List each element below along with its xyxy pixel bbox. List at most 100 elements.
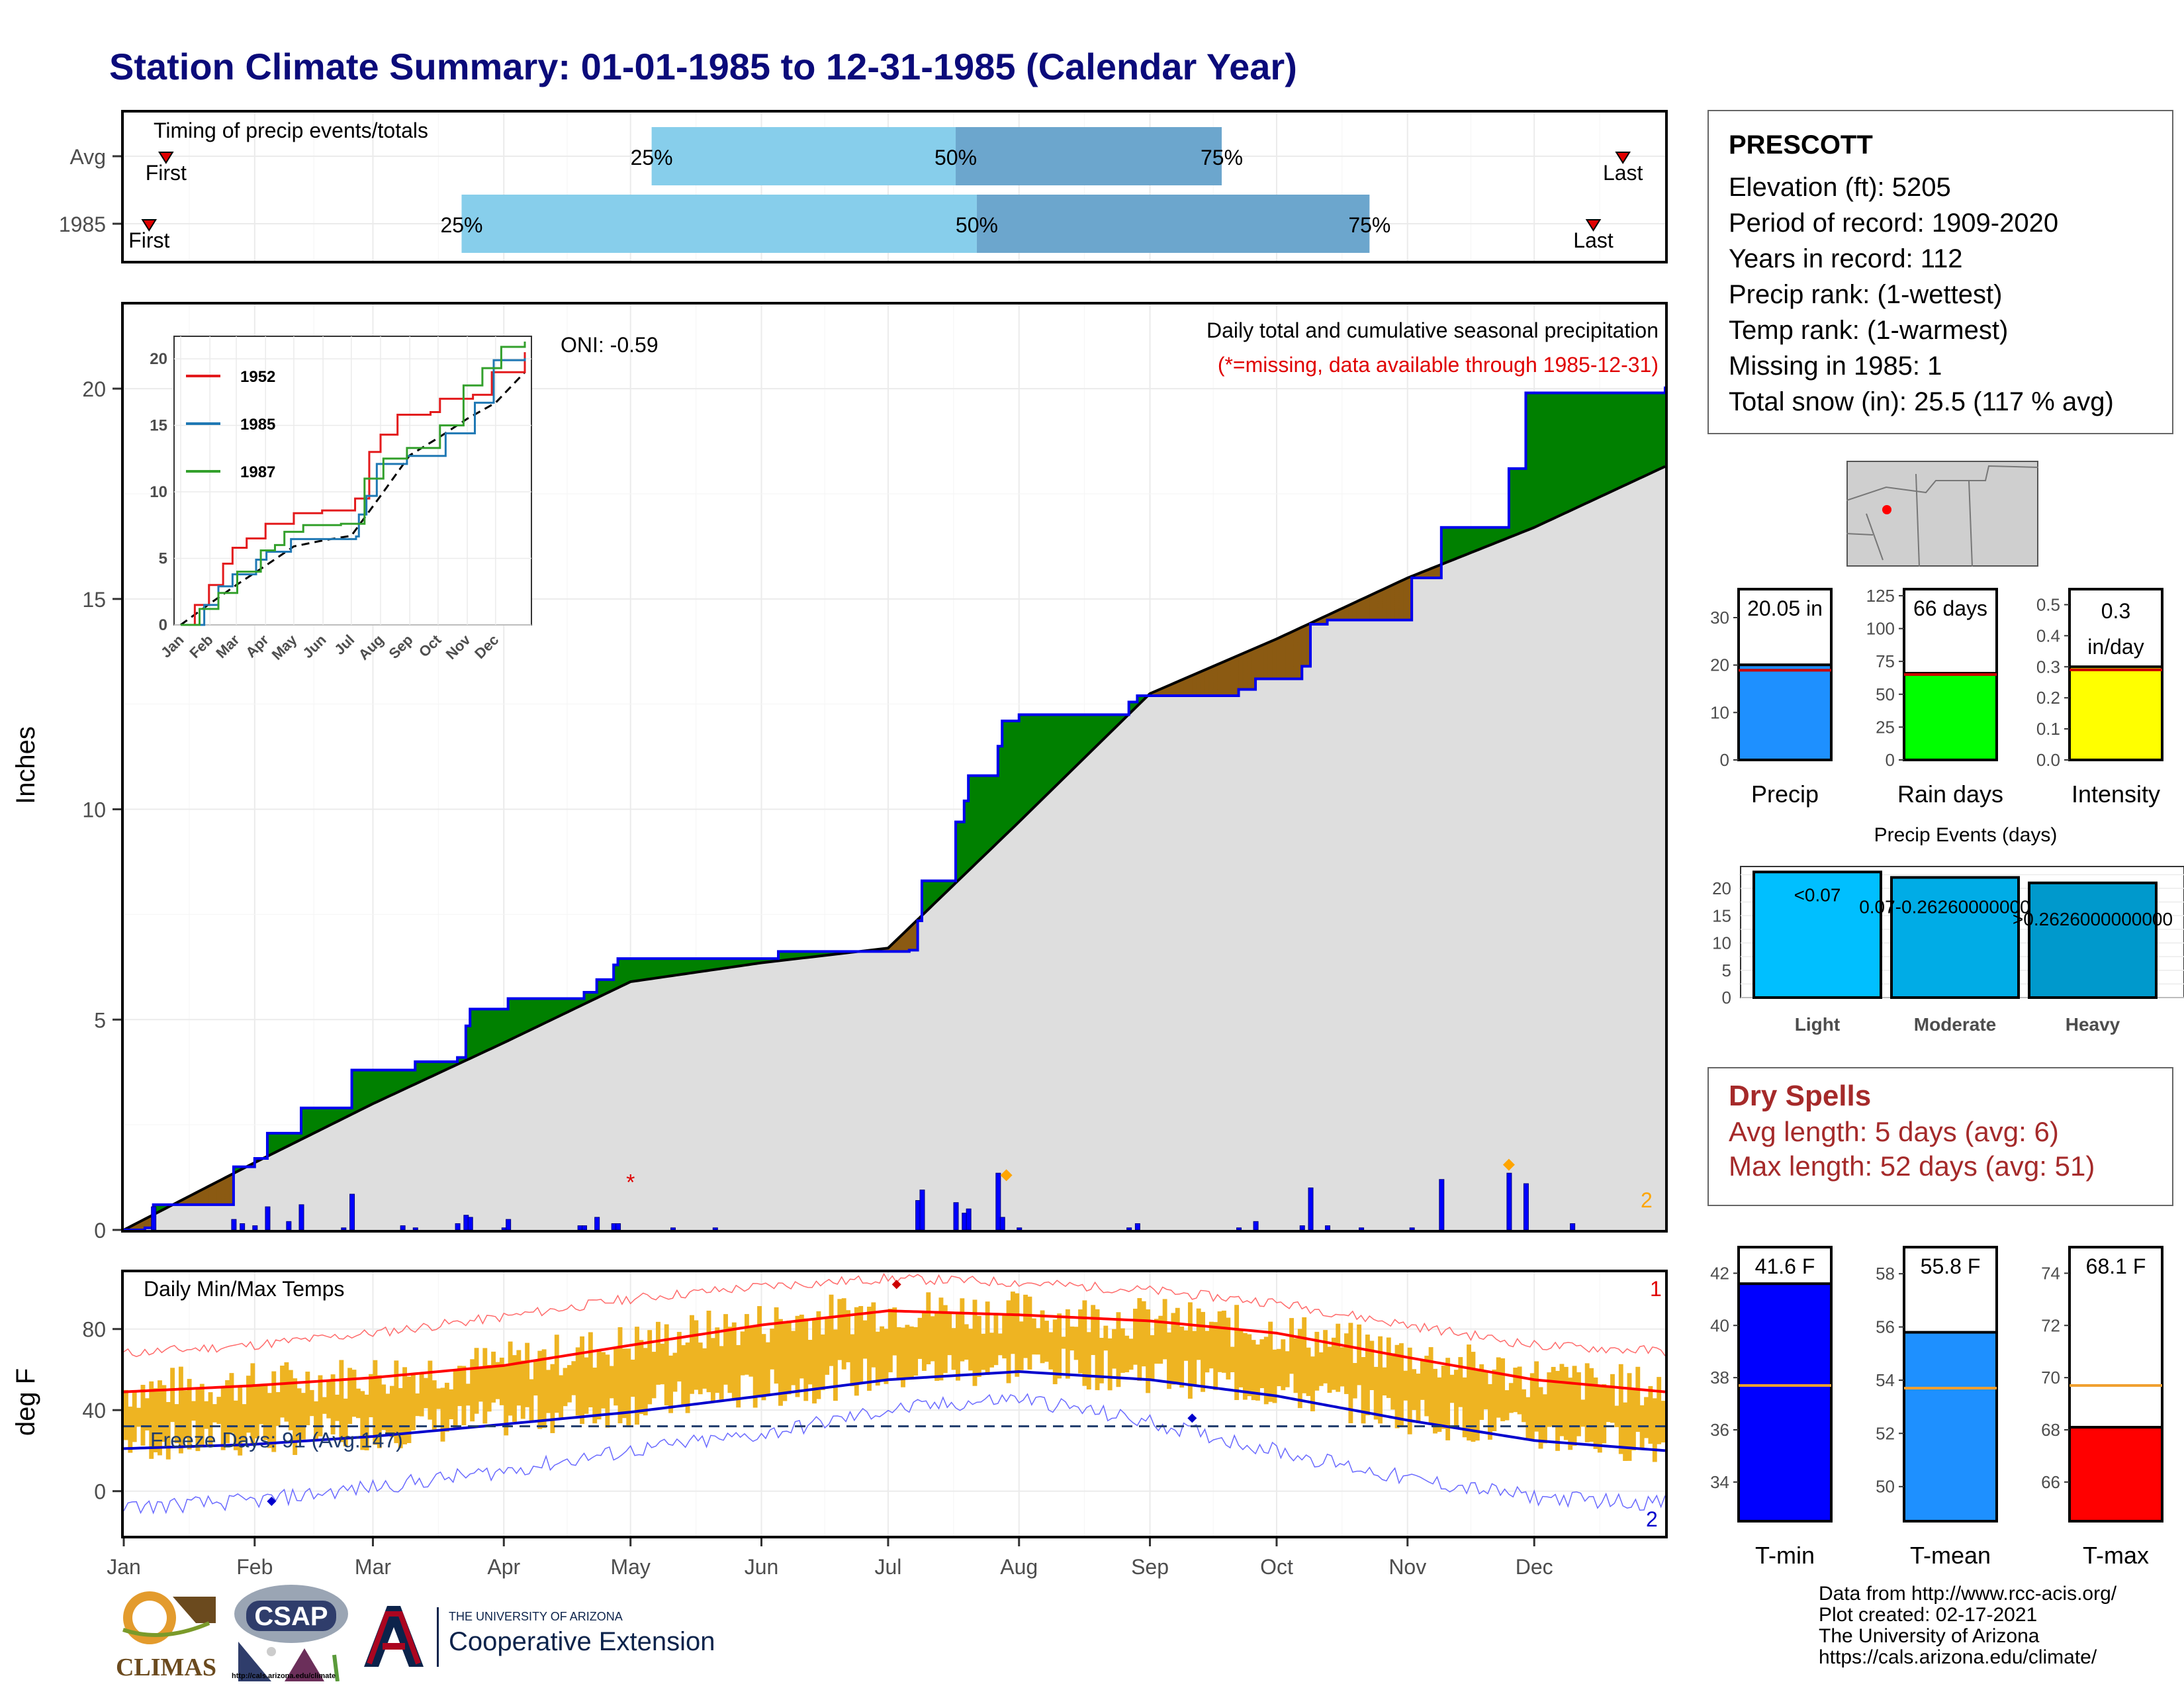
daily-temp-bar — [1589, 1368, 1594, 1442]
inset-month-label: Dec — [471, 632, 502, 662]
precip-events-tick-label: 5 — [1722, 961, 1731, 980]
last-event-marker — [1585, 219, 1602, 232]
daily-temp-bar — [1230, 1346, 1235, 1372]
mini-bar-tick-label: 0.4 — [2036, 626, 2060, 645]
daily-temp-bar — [347, 1368, 353, 1425]
daily-temp-bar — [930, 1316, 935, 1362]
precip-events-chart: Precip Events (days) <0.07 Light 0.07-0.262… — [1712, 824, 2184, 1035]
daily-temp-bar — [694, 1320, 699, 1390]
daily-temp-bar — [1559, 1364, 1565, 1436]
month-label: Dec — [1516, 1555, 1553, 1579]
timing-q25-label: 25% — [631, 146, 673, 169]
daily-temp-bar — [1373, 1366, 1379, 1420]
mini-bar-tick-label: 0.1 — [2036, 719, 2060, 739]
daily-temp-bar — [639, 1340, 644, 1415]
first-event-marker — [141, 219, 158, 232]
daily-precip-bar — [1439, 1179, 1445, 1230]
daily-temp-bar — [989, 1333, 994, 1368]
mini-bar-tick-label: 100 — [1866, 619, 1895, 639]
daily-temp-bar — [1471, 1352, 1476, 1442]
daily-temp-bar — [795, 1315, 800, 1397]
daily-temp-bar — [355, 1388, 361, 1419]
mini-bar — [1903, 1331, 1998, 1523]
daily-precip-bar — [252, 1225, 258, 1230]
daily-temp-bar — [1467, 1344, 1471, 1441]
daily-temp-bar — [1496, 1357, 1501, 1418]
daily-temp-bar — [1082, 1300, 1087, 1386]
daily-temp-bar — [1146, 1309, 1151, 1393]
daily-temp-bar — [905, 1325, 910, 1380]
freeze-days-label: Freeze Days: 91 (Avg:147) — [150, 1429, 403, 1452]
daily-temp-bar — [495, 1362, 500, 1399]
daily-temp-bar — [921, 1311, 927, 1371]
daily-temp-bar — [956, 1314, 960, 1381]
daily-temp-bar — [592, 1367, 598, 1424]
mini-bar-tick-label: 50 — [1876, 684, 1895, 704]
missing-data-marker: * — [626, 1170, 635, 1196]
daily-precip-bar — [240, 1223, 246, 1230]
climas-logo: CLIMAS — [110, 1583, 222, 1681]
daily-temp-bar — [1606, 1385, 1611, 1423]
daily-temp-bar — [812, 1319, 817, 1404]
daily-precip-bar — [594, 1217, 600, 1230]
daily-temp-bar — [1124, 1335, 1130, 1373]
daily-temp-bar — [1627, 1373, 1632, 1461]
daily-temp-bar — [436, 1388, 441, 1409]
mini-bar-tick-label: 75 — [1876, 651, 1895, 671]
temp-y-axis-title: deg F — [11, 1368, 40, 1436]
daily-temp-bar — [1289, 1318, 1294, 1374]
precip-corner-label: 2 — [1641, 1188, 1653, 1212]
timing-bar-q25-q50 — [461, 195, 977, 253]
daily-precip-bar — [919, 1190, 925, 1230]
daily-temp-bar — [1285, 1351, 1290, 1387]
daily-temp-bar — [854, 1307, 859, 1396]
timing-panel: Timing of precip events/totals 25% 50% 75% F… — [121, 110, 1668, 263]
inset-month-label: Aug — [355, 632, 387, 663]
daily-temp-bar — [1462, 1377, 1467, 1438]
climas-logo-text: CLIMAS — [115, 1654, 217, 1681]
oni-label: ONI: -0.59 — [561, 333, 659, 357]
daily-temp-bar — [1644, 1397, 1649, 1438]
timing-first-label: First — [146, 161, 187, 185]
daily-temp-bar — [140, 1385, 146, 1446]
daily-temp-bar — [1492, 1370, 1497, 1432]
daily-precip-bar — [1308, 1187, 1314, 1230]
daily-temp-bar — [229, 1373, 234, 1433]
inset-month-label: Mar — [212, 632, 243, 662]
daily-temp-bar — [1208, 1321, 1214, 1369]
precip-events-bar-label: <0.07 — [1794, 884, 1841, 905]
daily-temp-bar — [1205, 1331, 1210, 1373]
daily-temp-bar — [1513, 1368, 1518, 1413]
ua-logo: THE UNIVERSITY OF ARIZONA Cooperative Ex… — [357, 1601, 754, 1673]
mini-bar-tick-label: 42 — [1710, 1263, 1729, 1283]
daily-temp-bar — [1504, 1390, 1510, 1421]
daily-temp-bar — [1420, 1360, 1425, 1400]
temp-y-tick-label: 40 — [82, 1399, 106, 1423]
daily-temp-bar — [170, 1368, 175, 1423]
daily-temp-bar — [1099, 1338, 1104, 1383]
daily-temp-bar — [364, 1394, 369, 1450]
daily-precip-bar — [1236, 1227, 1242, 1230]
daily-temp-bar — [1618, 1364, 1623, 1454]
station-snow: Total snow (in): 25.5 (117 % avg) — [1729, 387, 2114, 416]
inset-series-line — [181, 352, 526, 626]
daily-temp-bar — [204, 1401, 209, 1429]
daily-temp-bar — [525, 1342, 530, 1407]
precip-y-tick-label: 20 — [82, 377, 106, 401]
daily-temp-bar — [1318, 1352, 1324, 1386]
daily-precip-bar — [506, 1219, 512, 1230]
precip-chart-subtitle: (*=missing, data available through 1985-… — [1218, 353, 1659, 377]
daily-temp-bar — [1310, 1356, 1315, 1412]
daily-temp-bar — [280, 1365, 285, 1418]
daily-temp-bar — [191, 1401, 196, 1421]
daily-temp-bar — [1407, 1347, 1412, 1434]
mini-bar-tick-label: 38 — [1710, 1368, 1729, 1387]
daily-precip-bar — [1134, 1223, 1140, 1230]
precip-events-tick-label: 20 — [1712, 878, 1731, 898]
inset-month-label: Nov — [443, 631, 475, 663]
daily-temp-bar — [1538, 1387, 1543, 1449]
mini-bar-value-label: in/day — [2087, 635, 2144, 659]
precip-events-tick-label: 0 — [1722, 988, 1731, 1008]
precip-events-bar-label: >0.2626000000000 — [2013, 909, 2173, 929]
